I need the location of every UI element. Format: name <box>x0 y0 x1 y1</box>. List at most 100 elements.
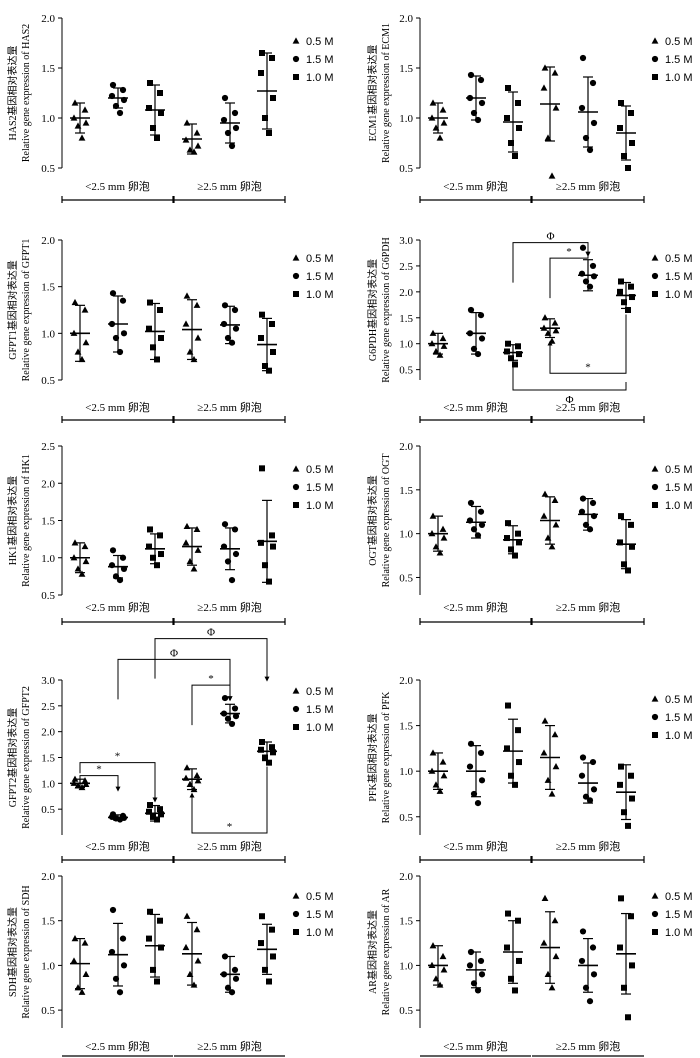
data-point <box>552 763 560 770</box>
series-4 <box>182 119 202 155</box>
data-point <box>120 330 128 337</box>
series-4 <box>540 314 560 344</box>
data-point <box>232 325 240 332</box>
y-tick-label: 2.0 <box>399 287 413 299</box>
data-point <box>146 325 152 332</box>
data-point <box>439 758 447 765</box>
legend-label: 0.5 M <box>665 36 693 48</box>
legend-marker <box>651 695 659 702</box>
data-point <box>618 895 624 902</box>
series-4 <box>182 292 202 363</box>
data-point <box>516 759 522 766</box>
data-point <box>109 290 117 297</box>
data-point <box>579 754 587 761</box>
data-point <box>578 957 586 965</box>
data-point <box>112 334 120 342</box>
y-tick-label: 1.5 <box>41 753 55 765</box>
data-point <box>262 363 268 369</box>
data-point <box>467 499 475 507</box>
legend-marker <box>292 55 300 63</box>
group-label: ≥2.5 mm 卵泡 <box>197 839 261 853</box>
legend: 0.5 M 1.5 M 1.0 M <box>292 891 334 939</box>
data-point <box>540 749 548 756</box>
data-point <box>270 749 276 756</box>
data-point <box>266 367 272 374</box>
series-2 <box>108 811 128 823</box>
y-axis-label-en: Relative gene expression of GFPT1 <box>21 239 32 382</box>
data-point <box>629 294 635 301</box>
series-2 <box>466 740 486 807</box>
data-point <box>112 573 120 580</box>
series-2 <box>108 906 128 996</box>
y-tick-label: 0.5 <box>41 804 55 816</box>
data-point <box>478 521 486 528</box>
legend-label: 1.0 M <box>665 289 693 301</box>
data-point <box>221 94 229 102</box>
group-label: ≥2.5 mm 卵泡 <box>556 600 620 614</box>
legend: 0.5 M 1.5 M 1.0 M <box>651 464 693 512</box>
data-point <box>504 115 510 121</box>
series-6 <box>257 311 277 374</box>
data-point <box>540 324 548 331</box>
y-tick-label: 1.0 <box>41 960 55 972</box>
data-point <box>470 790 478 798</box>
data-point <box>259 50 265 56</box>
y-tick-label: 2.5 <box>399 261 413 273</box>
data-point <box>183 522 191 530</box>
legend-marker <box>651 254 659 261</box>
data-point <box>428 961 436 969</box>
data-point <box>551 917 559 924</box>
y-tick-label: 0.5 <box>41 375 55 387</box>
data-point <box>508 140 514 146</box>
data-point <box>440 772 448 779</box>
data-point <box>541 717 549 724</box>
data-point <box>232 124 240 132</box>
data-point <box>150 125 156 131</box>
data-point <box>625 1014 631 1021</box>
data-point <box>119 935 127 942</box>
data-point <box>621 299 627 306</box>
data-point <box>220 543 228 550</box>
legend-label: 1.5 M <box>665 712 693 724</box>
bracket-line <box>512 366 627 391</box>
significance-annotation: Φ <box>117 647 233 702</box>
y-tick-label: 3.0 <box>399 235 413 247</box>
y-axis-label-cn: ECM1基因相对表达量 <box>366 45 379 142</box>
data-point <box>541 490 549 497</box>
data-point <box>258 539 264 546</box>
group-label: <2.5 mm 卵泡 <box>85 839 150 853</box>
data-point <box>158 110 164 116</box>
y-tick-label: 2.5 <box>41 701 55 713</box>
data-point <box>544 329 552 336</box>
data-point <box>478 335 486 342</box>
group-label: ≥2.5 mm 卵泡 <box>556 179 620 193</box>
legend-label: 1.0 M <box>306 500 334 512</box>
data-point <box>108 92 116 100</box>
data-point <box>266 759 272 766</box>
y-axis-label-cn: OGT基因相对表达量 <box>366 475 379 566</box>
significance-annotation: Φ <box>512 366 627 406</box>
data-point <box>183 912 191 919</box>
data-point <box>186 146 194 153</box>
data-point <box>541 894 549 901</box>
data-point <box>544 534 552 541</box>
data-point <box>158 811 164 818</box>
data-point <box>194 334 202 341</box>
data-point <box>108 562 116 569</box>
legend-marker <box>292 483 300 491</box>
bracket-line <box>512 242 589 283</box>
series-5 <box>578 54 598 154</box>
group-label: <2.5 mm 卵泡 <box>85 600 150 614</box>
data-point <box>428 114 436 121</box>
legend-marker <box>293 502 299 508</box>
data-point <box>440 966 448 973</box>
data-point <box>112 975 120 982</box>
series-1 <box>70 298 90 363</box>
group-label: ≥2.5 mm 卵泡 <box>197 1039 261 1053</box>
series-3 <box>145 908 165 985</box>
series-1 <box>70 539 90 577</box>
series-5 <box>578 495 598 533</box>
data-point <box>579 495 587 502</box>
legend-marker <box>652 732 658 738</box>
data-point <box>116 348 124 356</box>
